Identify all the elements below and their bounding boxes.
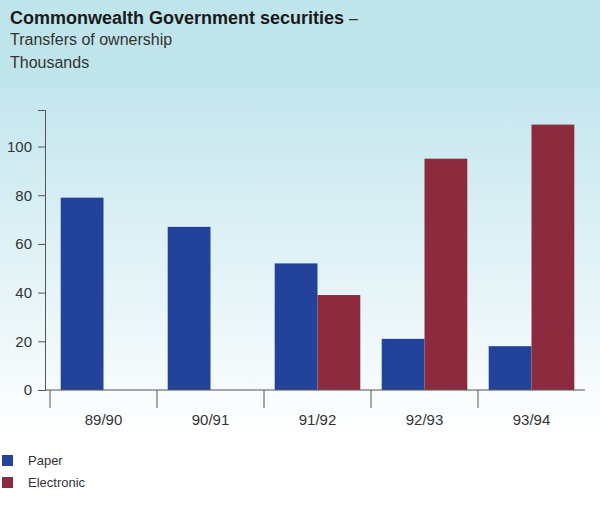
y-axis-line <box>38 111 46 391</box>
x-tick-label: 90/91 <box>192 411 230 428</box>
legend-label: Paper <box>28 453 63 468</box>
category-separator <box>157 390 158 408</box>
x-tick-label: 93/94 <box>513 411 551 428</box>
legend: Paper Electronic <box>2 453 86 490</box>
y-tick-mark <box>38 244 45 245</box>
y-tick-label: 100 <box>7 138 32 155</box>
x-axis-line <box>45 390 585 391</box>
y-tick-label: 80 <box>15 187 32 204</box>
chart: Commonwealth Government securities–Trans… <box>0 0 600 508</box>
category-separator <box>478 390 479 408</box>
y-tick-mark <box>38 341 45 342</box>
x-axis: 89/90 90/91 91/92 92/93 93/94 <box>45 390 585 428</box>
x-tick-label: 91/92 <box>299 411 337 428</box>
y-tick-label: 20 <box>15 333 32 350</box>
bar <box>318 295 361 390</box>
y-axis: 0 20 40 60 80 100 <box>7 111 46 399</box>
y-tick: 0 <box>24 381 45 398</box>
y-tick-mark <box>38 147 45 148</box>
bars <box>61 125 575 390</box>
y-tick-label: 40 <box>15 284 32 301</box>
plot-background <box>0 88 600 440</box>
y-tick-mark <box>38 195 45 196</box>
bar <box>168 227 211 390</box>
bar <box>275 263 318 390</box>
bar <box>489 346 532 390</box>
y-tick: 80 <box>15 187 45 204</box>
y-tick-mark <box>38 293 45 294</box>
legend-label: Electronic <box>28 475 86 490</box>
y-tick-mark <box>38 390 45 391</box>
header-background <box>0 0 600 88</box>
category-separator <box>264 390 265 408</box>
bar <box>382 339 425 390</box>
y-tick: 60 <box>15 235 45 252</box>
x-tick-label: 92/93 <box>406 411 444 428</box>
legend-swatch <box>2 455 13 466</box>
x-tick: 90/91 <box>192 390 230 428</box>
y-tick: 100 <box>7 138 45 155</box>
y-tick-label: 60 <box>15 235 32 252</box>
category-separator <box>371 390 372 408</box>
x-tick: 93/94 <box>513 390 551 428</box>
x-tick-label: 89/90 <box>85 411 123 428</box>
y-tick: 40 <box>15 284 45 301</box>
legend-swatch <box>2 477 13 488</box>
x-tick: 89/90 <box>85 390 123 428</box>
y-tick: 20 <box>15 333 45 350</box>
x-tick: 92/93 <box>406 390 444 428</box>
bar <box>532 125 575 390</box>
subtitle: –Transfers of ownership <box>10 10 358 48</box>
x-tick: 91/92 <box>299 390 337 428</box>
bar <box>425 159 468 390</box>
bar <box>61 198 104 390</box>
y-axis-title: Thousands <box>10 54 89 71</box>
y-tick-label: 0 <box>24 381 32 398</box>
title: Commonwealth Government securities <box>10 8 344 28</box>
category-separator <box>50 390 51 408</box>
